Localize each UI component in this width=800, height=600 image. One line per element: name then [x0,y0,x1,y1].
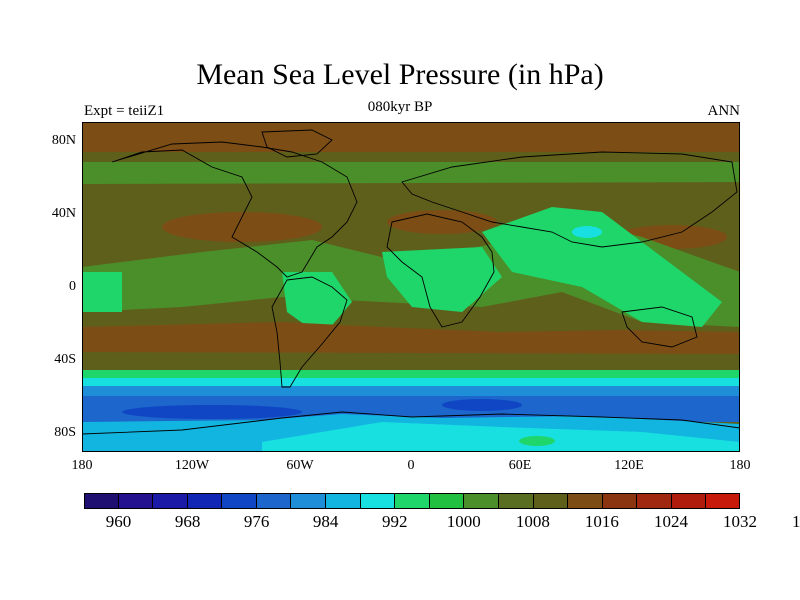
season-label: ANN [707,103,741,119]
africa-outline [386,213,495,328]
colorbar [84,493,740,509]
y-tick-0: 0 [69,279,76,294]
amundsen-low [122,405,302,419]
colorbar-swatch [118,493,154,509]
colorbar-label: 984 [312,512,339,531]
weddell-low [442,399,522,411]
asia-monsoon-low [482,207,722,327]
subpolar-low-band [82,162,740,184]
colorbar-label: 1040 [792,512,800,531]
x-tick-180e: 180 [729,458,751,473]
colorbar-swatch [671,493,707,509]
tropical-low-west [82,272,122,312]
antarctic-interior [262,422,740,452]
colorbar-swatch [222,493,257,509]
antarctic-high [519,436,555,446]
colorbar-swatch [464,493,499,509]
map-frame [82,122,740,452]
arctic-transition [82,152,740,162]
y-tick-40s: 40S [54,352,76,367]
y-tick-80n: 80N [51,133,76,148]
colorbar-swatch [291,493,327,509]
colorbar-label: 976 [243,512,270,531]
eurasia-outline [401,151,738,248]
colorbar-swatch [533,493,569,509]
period-label: 080kyr BP [367,99,433,115]
australia-outline [621,306,698,348]
x-tick-60e: 60E [508,458,532,473]
colorbar-label: 960 [105,512,132,531]
south-america-outline [271,276,348,388]
y-tick-40n: 40N [51,206,76,221]
experiment-label: Expt = teiiZ1 [84,103,165,119]
colorbar-label: 1008 [515,512,550,531]
chart-title: Mean Sea Level Pressure (in hPa) [196,58,604,91]
pressure-map [81,122,741,452]
africa-low [382,247,502,312]
colorbar-swatch [429,493,465,509]
north-pacific-high [162,212,322,242]
colorbar-swatch [84,493,119,509]
colorbar-label: 992 [381,512,408,531]
colorbar-label: 1016 [584,512,619,531]
north-america-outline [111,141,358,278]
north-atlantic-high [387,210,497,234]
colorbar-label: 1032 [723,512,757,531]
southern-cyan-band [82,378,740,386]
map-canvas [81,122,741,452]
colorbar-frame [84,493,740,509]
colorbar-swatch [326,493,361,509]
colorbar-swatch [568,493,603,509]
colorbar-swatch [256,493,292,509]
x-tick-180w: 180 [71,458,93,473]
arctic-high-band [82,122,740,152]
x-tick-60w: 60W [286,458,314,473]
colorbar-label: 968 [174,512,201,531]
x-tick-120w: 120W [174,458,210,473]
colorbar-swatch [637,493,672,509]
x-tick-0: 0 [407,458,415,473]
colorbar-swatch [602,493,638,509]
greenland-outline [261,129,333,158]
colorbar-swatch [360,493,396,509]
tibet-low-core [572,226,602,238]
colorbar-swatch [706,493,740,509]
southern-green-band [82,370,740,378]
colorbar-swatch [395,493,430,509]
colorbar-label: 1024 [653,512,688,531]
southern-lightblue-band [82,386,740,396]
colorbar-swatch [187,493,223,509]
y-tick-80s: 80S [54,425,76,440]
colorbar-swatch [153,493,188,509]
southern-transition [82,352,740,370]
south-america-low [282,272,352,337]
antarctica-outline [81,411,741,435]
x-tick-120e: 120E [614,458,644,473]
colorbar-swatch [498,493,534,509]
colorbar-label: 1000 [446,512,481,531]
coastlines [81,129,741,435]
